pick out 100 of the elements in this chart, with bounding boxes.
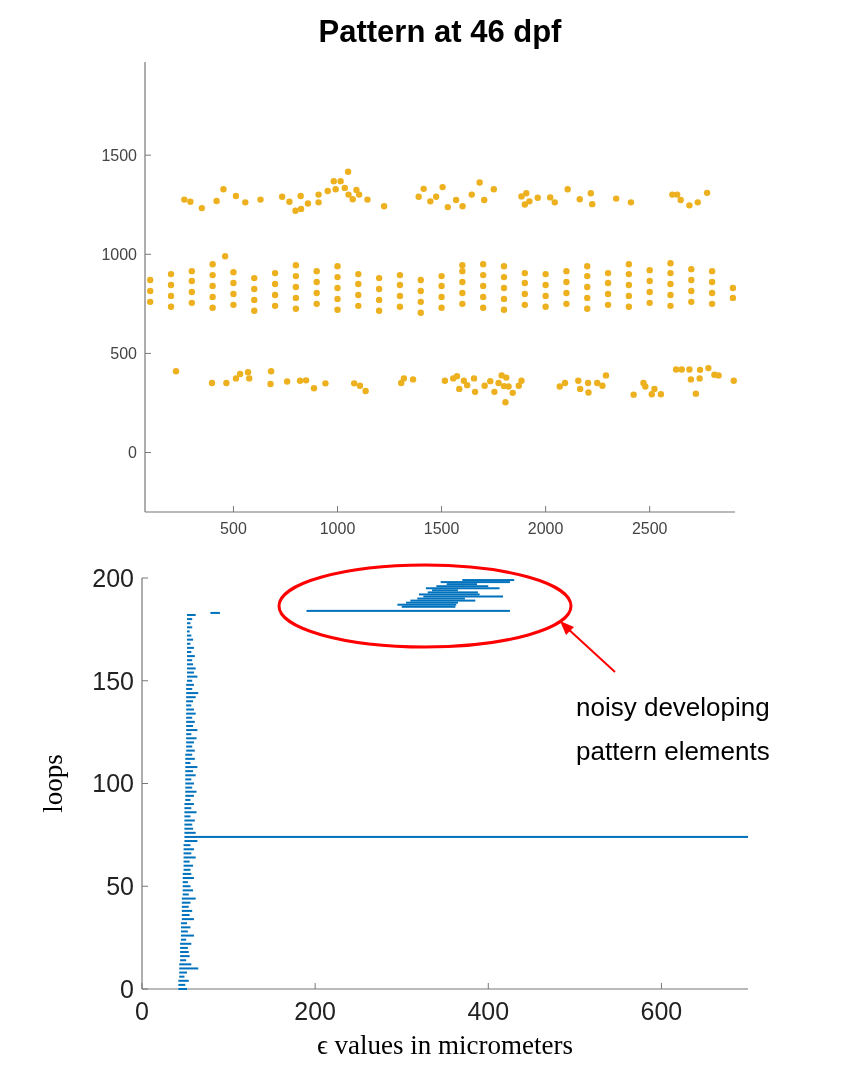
y-tick-label: 0 [128, 444, 138, 462]
bar [186, 720, 195, 723]
chart-title: Pattern at 46 dpf [318, 14, 563, 49]
y-tick-label: 1500 [101, 146, 138, 164]
bar [187, 675, 198, 678]
bar [183, 848, 194, 851]
bar [186, 729, 198, 732]
x-tick-label: 200 [294, 997, 336, 1025]
bar [425, 587, 500, 590]
bar [185, 790, 197, 793]
bar [306, 609, 510, 612]
annotation: noisy developing pattern elements [576, 692, 770, 766]
bar [180, 938, 187, 941]
bar [180, 955, 190, 958]
bar [182, 893, 189, 896]
bar [186, 733, 192, 736]
bar [180, 930, 188, 933]
y-tick-label: 500 [110, 345, 138, 363]
bar [186, 745, 193, 748]
bar [186, 683, 194, 686]
bar [185, 794, 194, 797]
bar [182, 881, 188, 884]
bar [185, 753, 193, 756]
x-tick-label: 1000 [319, 520, 356, 537]
bar [180, 946, 188, 949]
bar [401, 605, 456, 608]
bar [410, 599, 476, 602]
bar [187, 646, 194, 649]
bar [180, 959, 187, 962]
x-tick-label: 1500 [423, 520, 460, 537]
bar [186, 724, 194, 727]
bar [187, 613, 196, 616]
bar [185, 782, 194, 785]
bar [184, 803, 194, 806]
y-tick-label: 200 [92, 563, 134, 592]
bar [186, 716, 193, 719]
bar [179, 963, 192, 966]
bar [440, 581, 510, 584]
bar [184, 807, 192, 810]
bar [397, 603, 457, 606]
bar [183, 856, 196, 859]
bar [181, 909, 193, 912]
bar [179, 971, 188, 974]
bar [186, 737, 197, 740]
bar [210, 611, 220, 614]
y-tick-label: 100 [92, 769, 134, 798]
y-tick-label: 50 [106, 872, 134, 900]
bar [178, 988, 188, 990]
bar [184, 823, 193, 826]
bar [185, 774, 196, 777]
bar [181, 901, 191, 904]
bar [186, 708, 194, 711]
bar [187, 626, 193, 629]
bar [184, 831, 196, 834]
bar [186, 696, 196, 699]
x-axis-title: ϵ values in micrometers [316, 1030, 574, 1060]
bar [180, 926, 191, 929]
bar [182, 877, 194, 880]
bar [184, 827, 194, 830]
bar [181, 918, 194, 921]
bar [180, 951, 189, 954]
bar [182, 889, 194, 892]
y-tick-label: 1000 [101, 245, 138, 263]
bar [184, 815, 191, 818]
bar [186, 749, 195, 752]
y-axis-title: loops [38, 754, 68, 813]
bar [184, 819, 195, 822]
bar [185, 798, 191, 801]
bar [179, 975, 185, 978]
bar [180, 934, 194, 937]
bar [187, 671, 194, 674]
bar [183, 860, 190, 863]
bar [187, 679, 193, 682]
x-tick-label: 400 [467, 997, 510, 1025]
y-tick-label: 0 [120, 974, 134, 1003]
bar [186, 687, 193, 690]
bar [181, 897, 196, 900]
x-tick-label: 2000 [527, 520, 564, 537]
bar [182, 872, 192, 875]
bar [184, 840, 198, 843]
y-tick-label: 150 [92, 666, 134, 695]
bar [183, 864, 194, 867]
bar [184, 811, 197, 814]
bar [187, 638, 194, 641]
bar [185, 766, 198, 769]
bar [185, 761, 191, 764]
bar [185, 757, 195, 760]
bar [180, 922, 188, 925]
bar [181, 905, 189, 908]
bar [187, 630, 190, 633]
bar [186, 692, 199, 695]
bar [181, 914, 190, 917]
bar [179, 967, 199, 970]
bar [184, 835, 748, 838]
bar [187, 663, 194, 666]
bar [178, 979, 189, 982]
bar [186, 700, 194, 703]
bar [185, 770, 194, 773]
bar [178, 983, 186, 986]
bar [186, 704, 192, 707]
